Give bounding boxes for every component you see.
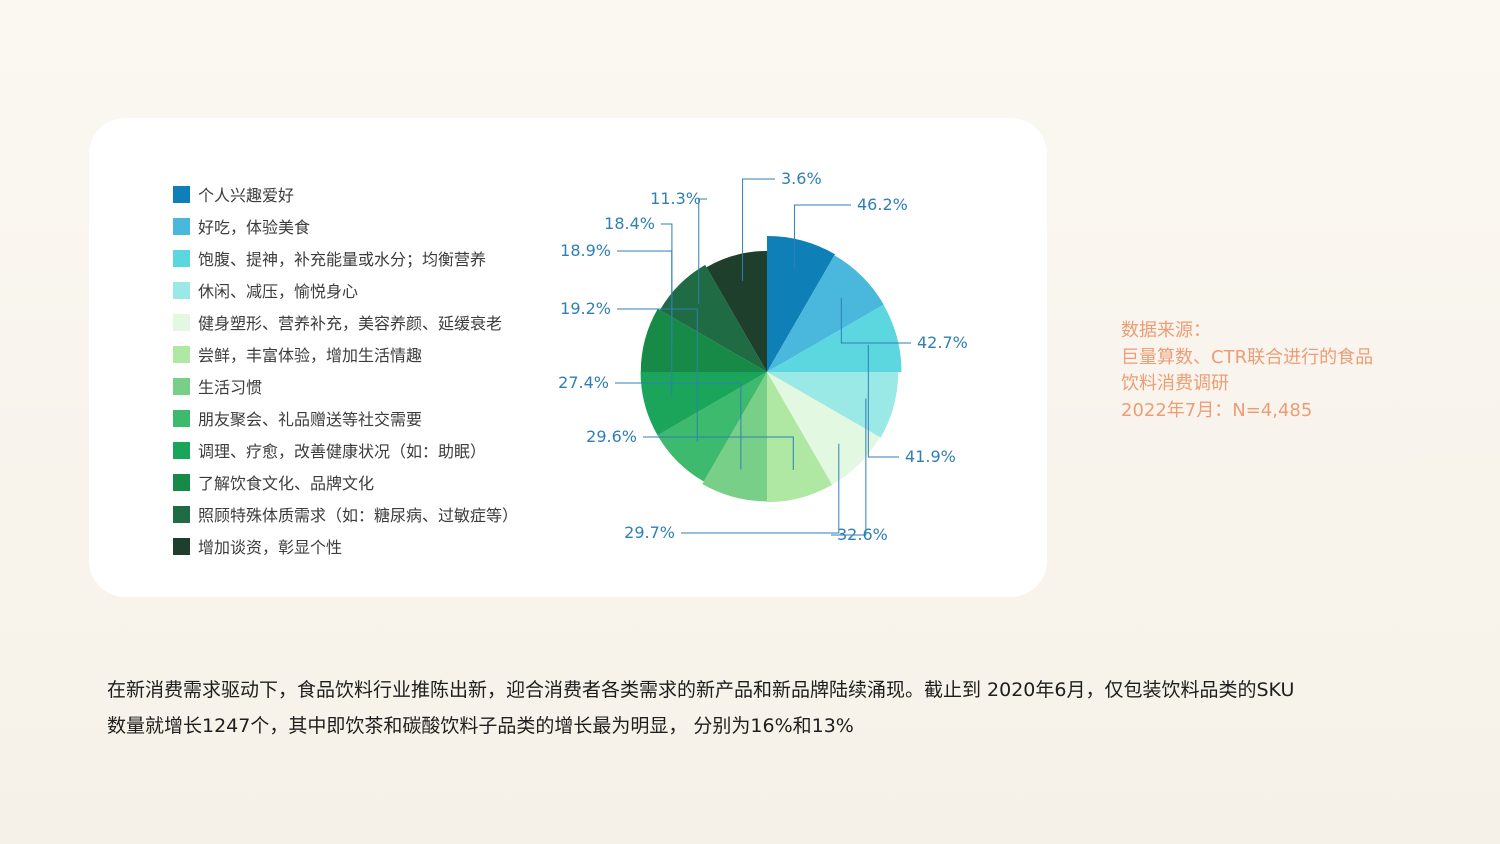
data-source-note: 数据来源： 巨量算数、CTR联合进行的食品 饮料消费调研 2022年7月：N=4… [1121, 318, 1373, 424]
legend-item: 了解饮食文化、品牌文化 [173, 466, 518, 498]
legend-swatch [173, 505, 190, 523]
chart-card: 个人兴趣爱好 好吃，体验美食饱腹、提神，补充能量或水分；均衡营养 休闲、减压，愉悦身… [89, 118, 1047, 597]
value-label: 19.2% [560, 299, 611, 318]
source-line-3: 2022年7月：N=4,485 [1121, 399, 1313, 421]
value-label: 18.9% [560, 241, 611, 260]
legend-swatch [173, 441, 190, 459]
legend-swatch [173, 473, 190, 491]
legend-item: 好吃，体验美食 [173, 210, 518, 242]
pie-slice [767, 255, 884, 372]
legend-swatch [173, 409, 190, 427]
pie-slice [659, 264, 767, 372]
leader-line [661, 223, 673, 347]
legend-label: 健身塑形、营养补充，美容养颜、延缓衰老 [198, 314, 503, 333]
legend-swatch [173, 249, 190, 267]
legend-label: 尝鲜，丰富体验，增加生活情趣 [198, 346, 423, 365]
legend-item: 健身塑形、营养补充，美容养颜、延缓衰老 [173, 306, 518, 338]
legend-item: 饱腹、提神，补充能量或水分；均衡营养 [173, 242, 518, 274]
source-line-1: 巨量算数、CTR联合进行的食品 [1121, 346, 1374, 368]
leader-line [742, 178, 775, 281]
pie-chart: 46.2% 42.7% 41.9% 32.6% 29.7% 29.6% 27.4% 19.2%… [558, 169, 968, 544]
value-label: 46.2% [857, 195, 908, 214]
chart-legend: 个人兴趣爱好 好吃，体验美食饱腹、提神，补充能量或水分；均衡营养 休闲、减压，愉悦身… [173, 178, 518, 562]
legend-label: 好吃，体验美食 [198, 218, 311, 237]
value-label: 29.7% [624, 523, 675, 542]
value-label: 41.9% [905, 447, 956, 466]
legend-item: 朋友聚会、礼品赠送等社交需要 [173, 402, 518, 434]
legend-item: 调理、疗愈，改善健康状况（如：助眠） [173, 434, 518, 466]
legend-swatch [173, 377, 190, 395]
legend-item: 休闲、减压，愉悦身心 [173, 274, 518, 306]
legend-swatch [173, 281, 190, 299]
legend-label: 增加谈资，彰显个性 [198, 538, 343, 557]
leader-line [615, 382, 742, 470]
legend-item: 生活习惯 [173, 370, 518, 402]
leader-line [793, 204, 851, 270]
pie-slice [657, 372, 767, 482]
pie-slice [706, 251, 767, 372]
pie-slice [767, 372, 833, 503]
leader-line [681, 443, 840, 534]
legend-label: 了解饮食文化、品牌文化 [198, 474, 375, 493]
value-label: 32.6% [837, 525, 888, 544]
legend-item: 照顾特殊体质需求（如：糖尿病、过敏症等） [173, 498, 518, 530]
leader-line [698, 198, 707, 304]
legend-item: 尝鲜，丰富体验，增加生活情趣 [173, 338, 518, 370]
legend-label: 休闲、减压，愉悦身心 [198, 282, 359, 301]
legend-swatch [173, 345, 190, 363]
body-paragraph: 在新消费需求驱动下，食品饮料行业推陈出新，迎合消费者各类需求的新产品和新品牌陆续… [107, 672, 1427, 744]
pie-slice [767, 236, 835, 372]
legend-label: 照顾特殊体质需求（如：糖尿病、过敏症等） [198, 506, 519, 525]
value-label: 27.4% [558, 373, 609, 392]
legend-label: 饱腹、提神，补充能量或水分；均衡营养 [198, 250, 487, 269]
value-label: 3.6% [781, 169, 822, 188]
legend-swatch [173, 217, 190, 235]
legend-swatch [173, 537, 190, 555]
body-line-1: 在新消费需求驱动下，食品饮料行业推陈出新，迎合消费者各类需求的新产品和新品牌陆续… [107, 679, 1295, 701]
leader-line [840, 297, 911, 344]
value-label: 42.7% [917, 333, 968, 352]
leader-line [867, 344, 899, 458]
legend-item: 个人兴趣爱好 [173, 178, 518, 210]
legend-swatch [173, 185, 190, 203]
pie-slice [767, 372, 880, 485]
source-line-2: 饮料消费调研 [1121, 373, 1229, 394]
legend-label: 个人兴趣爱好 [198, 186, 295, 205]
legend-label: 生活习惯 [198, 378, 263, 397]
value-label: 29.6% [586, 427, 637, 446]
leader-line [831, 398, 867, 536]
value-label: 18.4% [604, 214, 655, 233]
legend-swatch [173, 313, 190, 331]
legend-item: 增加谈资，彰显个性 [173, 530, 518, 562]
leader-line [617, 308, 698, 442]
source-label: 数据来源： [1121, 320, 1211, 341]
legend-label: 朋友聚会、礼品赠送等社交需要 [198, 410, 423, 429]
legend-label: 调理、疗愈，改善健康状况（如：助眠） [198, 442, 487, 461]
value-label: 11.3% [650, 189, 701, 208]
leader-line [643, 436, 794, 471]
body-line-2: 数量就增长1247个，其中即饮茶和碳酸饮料子品类的增长最为明显， 分别为16%和… [107, 715, 854, 737]
